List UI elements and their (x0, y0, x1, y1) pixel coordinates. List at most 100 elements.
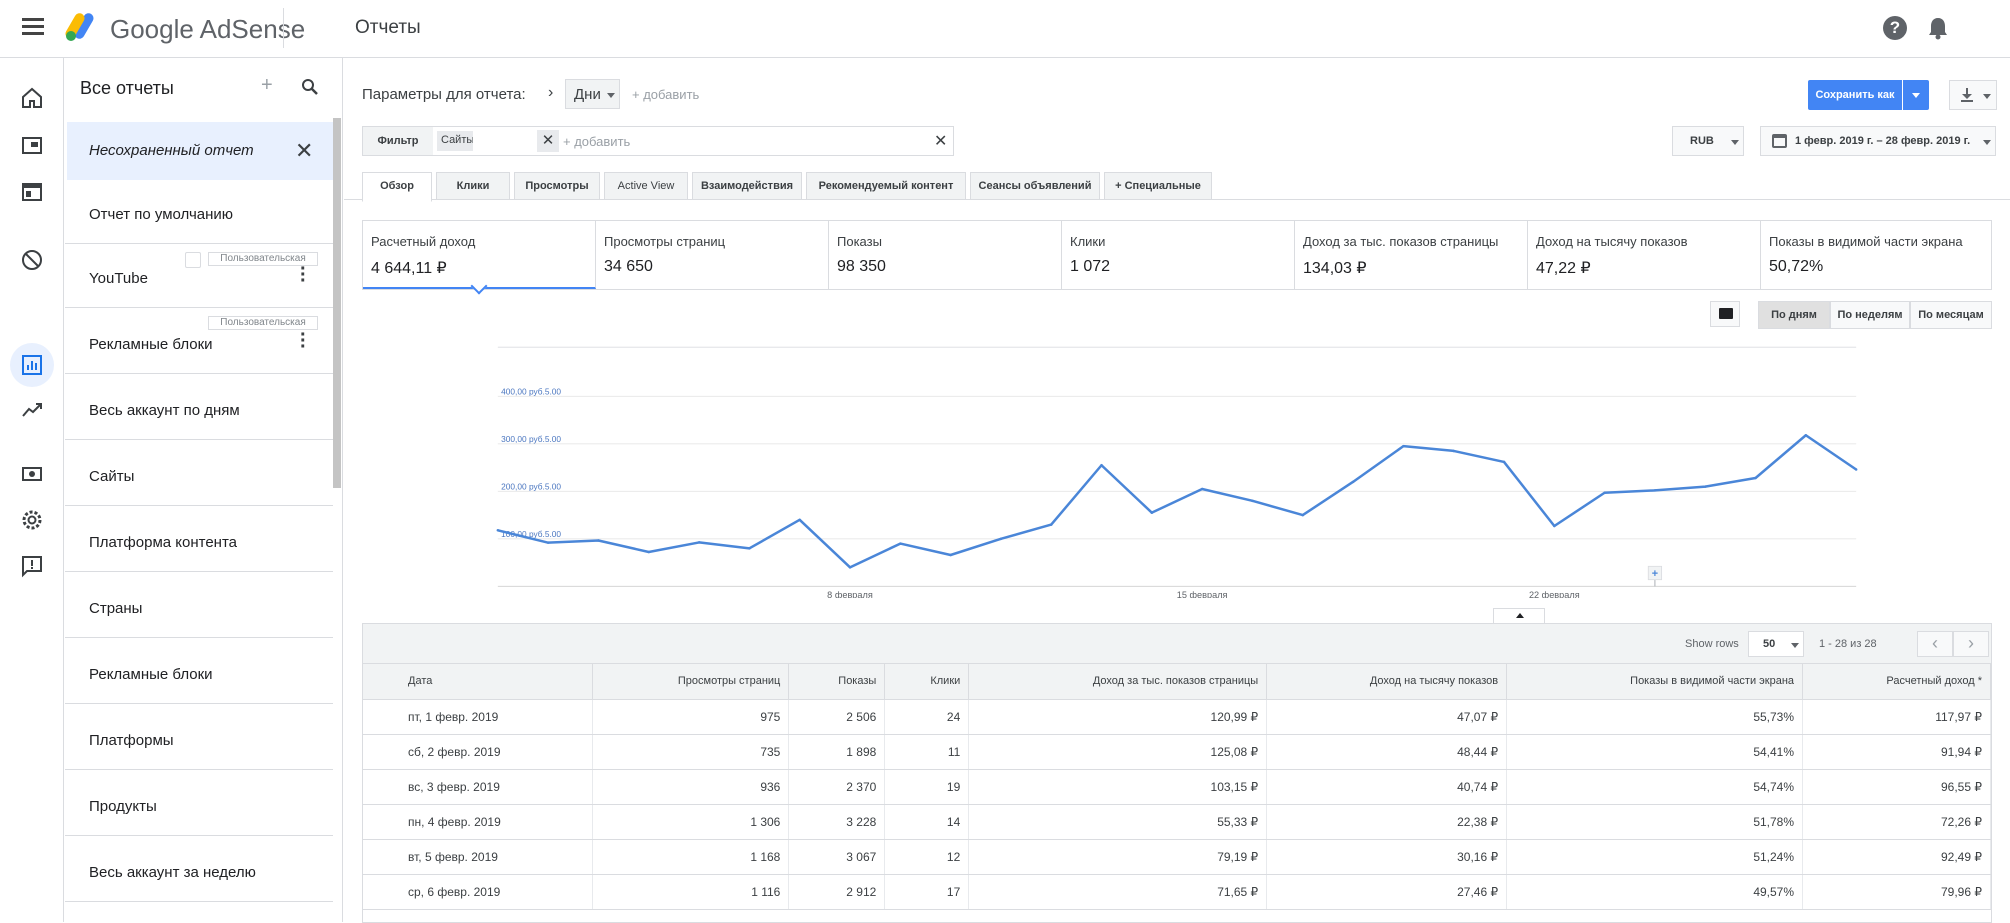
table-cell: пн, 4 февр. 2019 (363, 804, 594, 840)
column-header[interactable]: Показы в видимой части экрана (1506, 664, 1804, 700)
date-range-value: 1 февр. 2019 г. – 28 февр. 2019 г. (1795, 135, 1971, 147)
tab-custom[interactable]: + Специальные (1104, 172, 1212, 200)
data-point (899, 542, 902, 545)
search-icon[interactable] (301, 78, 319, 96)
metric-card[interactable]: Доход на тысячу показов 47,22 ₽ (1528, 221, 1761, 289)
column-header[interactable]: Дата (363, 664, 594, 700)
report-item[interactable]: Продукты (65, 776, 333, 836)
tab-recommended-content[interactable]: Рекомендуемый контент (806, 172, 966, 200)
period-monthly-button[interactable]: По месяцам (1910, 301, 1992, 329)
feedback-icon[interactable] (20, 554, 44, 578)
clear-filter-icon[interactable]: ✕ (934, 133, 948, 150)
filter-chip[interactable]: Сайты (437, 131, 473, 151)
data-point (546, 541, 550, 544)
close-icon[interactable]: ✕ (295, 138, 314, 163)
report-item[interactable]: Сайты (65, 446, 333, 506)
report-item[interactable]: Весь аккаунт за неделю (65, 842, 333, 902)
collapse-chart-button[interactable] (1493, 608, 1545, 624)
date-range-select[interactable]: 1 февр. 2019 г. – 28 февр. 2019 г. (1760, 126, 1996, 156)
period-daily-button[interactable]: По дням (1758, 301, 1830, 329)
tab-clicks[interactable]: Клики (436, 172, 510, 200)
save-as-dropdown-button[interactable] (1903, 80, 1929, 110)
help-icon[interactable]: ? (1883, 16, 1907, 40)
optimization-icon[interactable] (20, 398, 44, 422)
table-cell: 51,24% (1506, 839, 1804, 875)
annotations-button[interactable] (1710, 301, 1740, 327)
revenue-line-chart: 100,00 руб.5.00 200,00 руб.5.00 300,00 руб… (496, 346, 1858, 598)
report-item[interactable]: Рекламные блоки · · · (65, 314, 333, 374)
metric-name: Расчетный доход (371, 234, 476, 249)
ads-icon[interactable] (20, 180, 44, 204)
reports-scrollbar[interactable] (333, 118, 341, 488)
period-weekly-button[interactable]: По неделям (1830, 301, 1910, 329)
save-as-button[interactable]: Сохранить как (1808, 80, 1902, 110)
show-rows-label: Show rows (1685, 638, 1739, 650)
settings-gear-icon[interactable] (20, 508, 44, 532)
metric-card[interactable]: Клики 1 072 (1062, 221, 1295, 289)
metric-value: 98 350 (837, 258, 886, 275)
metric-value: 134,03 ₽ (1303, 260, 1367, 277)
custom-badge: Пользовательская (208, 316, 318, 330)
tab-views[interactable]: Просмотры (514, 172, 600, 200)
metric-card[interactable]: Расчетный доход 4 644,11 ₽ (363, 221, 596, 289)
report-item[interactable]: Страны (65, 578, 333, 638)
home-icon[interactable] (20, 86, 44, 110)
metric-card[interactable]: Доход за тыс. показов страницы 134,03 ₽ (1295, 221, 1528, 289)
metric-card[interactable]: Просмотры страниц 34 650 (596, 221, 829, 289)
report-item-label: Отчет по умолчанию (89, 206, 234, 223)
tab-active-view[interactable]: Active View (604, 172, 688, 200)
report-item[interactable]: Весь аккаунт по дням (65, 380, 333, 440)
column-header[interactable]: Доход на тысячу показов (1266, 664, 1508, 700)
add-dimension-link[interactable]: + добавить (632, 87, 700, 102)
menu-icon[interactable] (22, 18, 44, 38)
tab-overview[interactable]: Обзор (362, 172, 432, 202)
metric-card[interactable]: Показы в видимой части экрана 50,72% (1761, 221, 1991, 289)
download-button[interactable] (1949, 80, 1997, 110)
prev-page-button[interactable]: ‹ (1917, 631, 1953, 657)
tab-interactions[interactable]: Взаимодействия (692, 172, 802, 200)
report-item-label: Платформа контента (89, 534, 237, 551)
table-cell: 92,49 ₽ (1802, 839, 1991, 875)
more-vert-icon[interactable]: · · · (300, 324, 307, 358)
unsaved-report-item[interactable]: Несохраненный отчет ✕ (67, 122, 335, 180)
metric-card[interactable]: Показы 98 350 (829, 221, 1062, 289)
report-main: Параметры для отчета: › Дни + добавить С… (344, 58, 2010, 923)
data-point (1301, 513, 1305, 517)
column-header[interactable]: Доход за тыс. показов страницы (968, 664, 1268, 700)
table-cell: 1 116 (592, 874, 790, 910)
currency-select[interactable]: RUB (1672, 126, 1744, 156)
column-header[interactable]: Клики (884, 664, 970, 700)
remove-chip-icon[interactable]: ✕ (537, 130, 559, 152)
data-point (1553, 524, 1556, 528)
payments-icon[interactable] (20, 462, 44, 486)
column-header[interactable]: Показы (788, 664, 886, 700)
rows-per-page-select[interactable]: 50 (1748, 631, 1804, 657)
annotation-marker (1647, 565, 1663, 581)
report-item[interactable]: Платформы (65, 710, 333, 770)
add-report-icon[interactable]: + (261, 74, 273, 96)
tab-ad-sessions[interactable]: Сеансы объявлений (970, 172, 1100, 200)
dimension-select[interactable]: Дни (565, 79, 620, 109)
table-cell: 103,15 ₽ (968, 769, 1268, 805)
data-point (1653, 489, 1657, 492)
table-cell: 30,16 ₽ (1266, 839, 1508, 875)
report-item[interactable]: YouTube · · · (65, 248, 333, 308)
caret-up-icon (1516, 613, 1524, 618)
column-header[interactable]: Просмотры страниц (592, 664, 790, 700)
column-header[interactable]: Расчетный доход * (1802, 664, 1991, 700)
report-item-label: Продукты (89, 798, 157, 815)
reports-icon[interactable] (20, 353, 44, 377)
sites-icon[interactable] (20, 134, 44, 158)
report-item-label: Рекламные блоки (89, 336, 213, 353)
more-vert-icon[interactable]: · · · (300, 258, 307, 292)
next-page-button[interactable]: › (1953, 631, 1989, 657)
report-item[interactable]: Отчет по умолчанию (65, 184, 333, 244)
filter-add-input[interactable]: + добавить (563, 134, 631, 149)
report-item[interactable]: Рекламные блоки (65, 644, 333, 704)
report-item-label: Страны (89, 600, 143, 617)
block-controls-icon[interactable] (20, 248, 44, 272)
notifications-bell-icon[interactable] (1927, 16, 1949, 40)
data-point (597, 539, 600, 542)
metric-name: Доход на тысячу показов (1536, 234, 1688, 249)
report-item[interactable]: Платформа контента (65, 512, 333, 572)
